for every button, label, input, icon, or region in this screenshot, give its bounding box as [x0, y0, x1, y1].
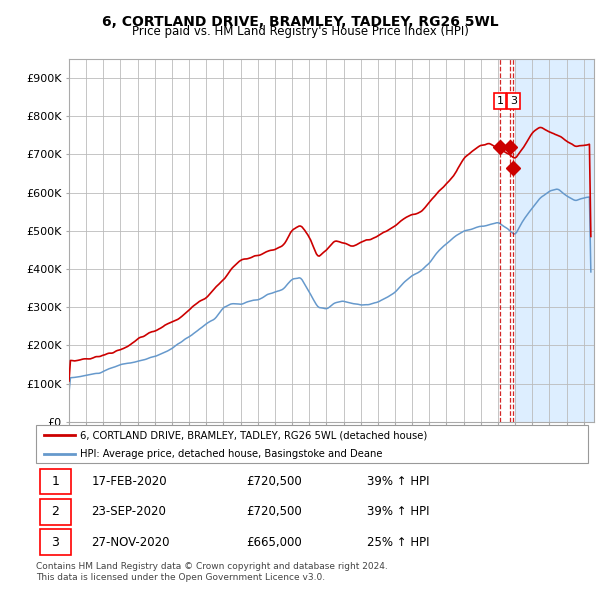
Text: Contains HM Land Registry data © Crown copyright and database right 2024.
This d: Contains HM Land Registry data © Crown c… — [36, 562, 388, 582]
Text: 1: 1 — [496, 96, 503, 106]
Text: 2: 2 — [52, 505, 59, 519]
Text: 3: 3 — [510, 96, 517, 106]
Text: 39% ↑ HPI: 39% ↑ HPI — [367, 505, 430, 519]
Text: HPI: Average price, detached house, Basingstoke and Deane: HPI: Average price, detached house, Basi… — [80, 448, 383, 458]
Text: 39% ↑ HPI: 39% ↑ HPI — [367, 475, 430, 488]
FancyBboxPatch shape — [40, 529, 71, 555]
Text: £720,500: £720,500 — [246, 475, 302, 488]
Text: 3: 3 — [52, 536, 59, 549]
Text: 6, CORTLAND DRIVE, BRAMLEY, TADLEY, RG26 5WL (detached house): 6, CORTLAND DRIVE, BRAMLEY, TADLEY, RG26… — [80, 430, 427, 440]
Text: 23-SEP-2020: 23-SEP-2020 — [91, 505, 166, 519]
Text: 25% ↑ HPI: 25% ↑ HPI — [367, 536, 430, 549]
FancyBboxPatch shape — [40, 469, 71, 494]
Text: 1: 1 — [52, 475, 59, 488]
Text: Price paid vs. HM Land Registry's House Price Index (HPI): Price paid vs. HM Land Registry's House … — [131, 25, 469, 38]
Text: £720,500: £720,500 — [246, 505, 302, 519]
Bar — [515, 59, 594, 422]
FancyBboxPatch shape — [40, 499, 71, 525]
Text: 27-NOV-2020: 27-NOV-2020 — [91, 536, 170, 549]
Text: 17-FEB-2020: 17-FEB-2020 — [91, 475, 167, 488]
FancyBboxPatch shape — [36, 425, 588, 463]
Text: 6, CORTLAND DRIVE, BRAMLEY, TADLEY, RG26 5WL: 6, CORTLAND DRIVE, BRAMLEY, TADLEY, RG26… — [101, 15, 499, 29]
Text: £665,000: £665,000 — [246, 536, 302, 549]
